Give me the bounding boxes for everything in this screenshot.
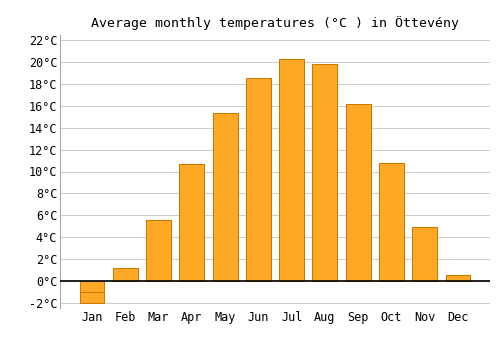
Bar [246, 78, 271, 281]
Bar [446, 275, 470, 281]
Bar [312, 64, 338, 281]
Bar [80, 292, 104, 302]
Bar [146, 219, 171, 281]
Bar [412, 227, 437, 281]
Bar [346, 104, 370, 281]
Bar [212, 113, 238, 281]
Bar [379, 163, 404, 281]
Bar [146, 219, 171, 281]
Bar [212, 113, 238, 281]
Bar [180, 164, 204, 281]
Bar [113, 268, 138, 281]
Bar [312, 64, 338, 281]
Bar [379, 163, 404, 281]
Bar [80, 281, 104, 292]
Bar [346, 104, 370, 281]
Bar [446, 275, 470, 281]
Bar [180, 164, 204, 281]
Bar [412, 227, 437, 281]
Bar [113, 268, 138, 281]
Bar [279, 59, 304, 281]
Bar [246, 78, 271, 281]
Title: Average monthly temperatures (°C ) in Öttevény: Average monthly temperatures (°C ) in Öt… [91, 16, 459, 30]
Bar [279, 59, 304, 281]
